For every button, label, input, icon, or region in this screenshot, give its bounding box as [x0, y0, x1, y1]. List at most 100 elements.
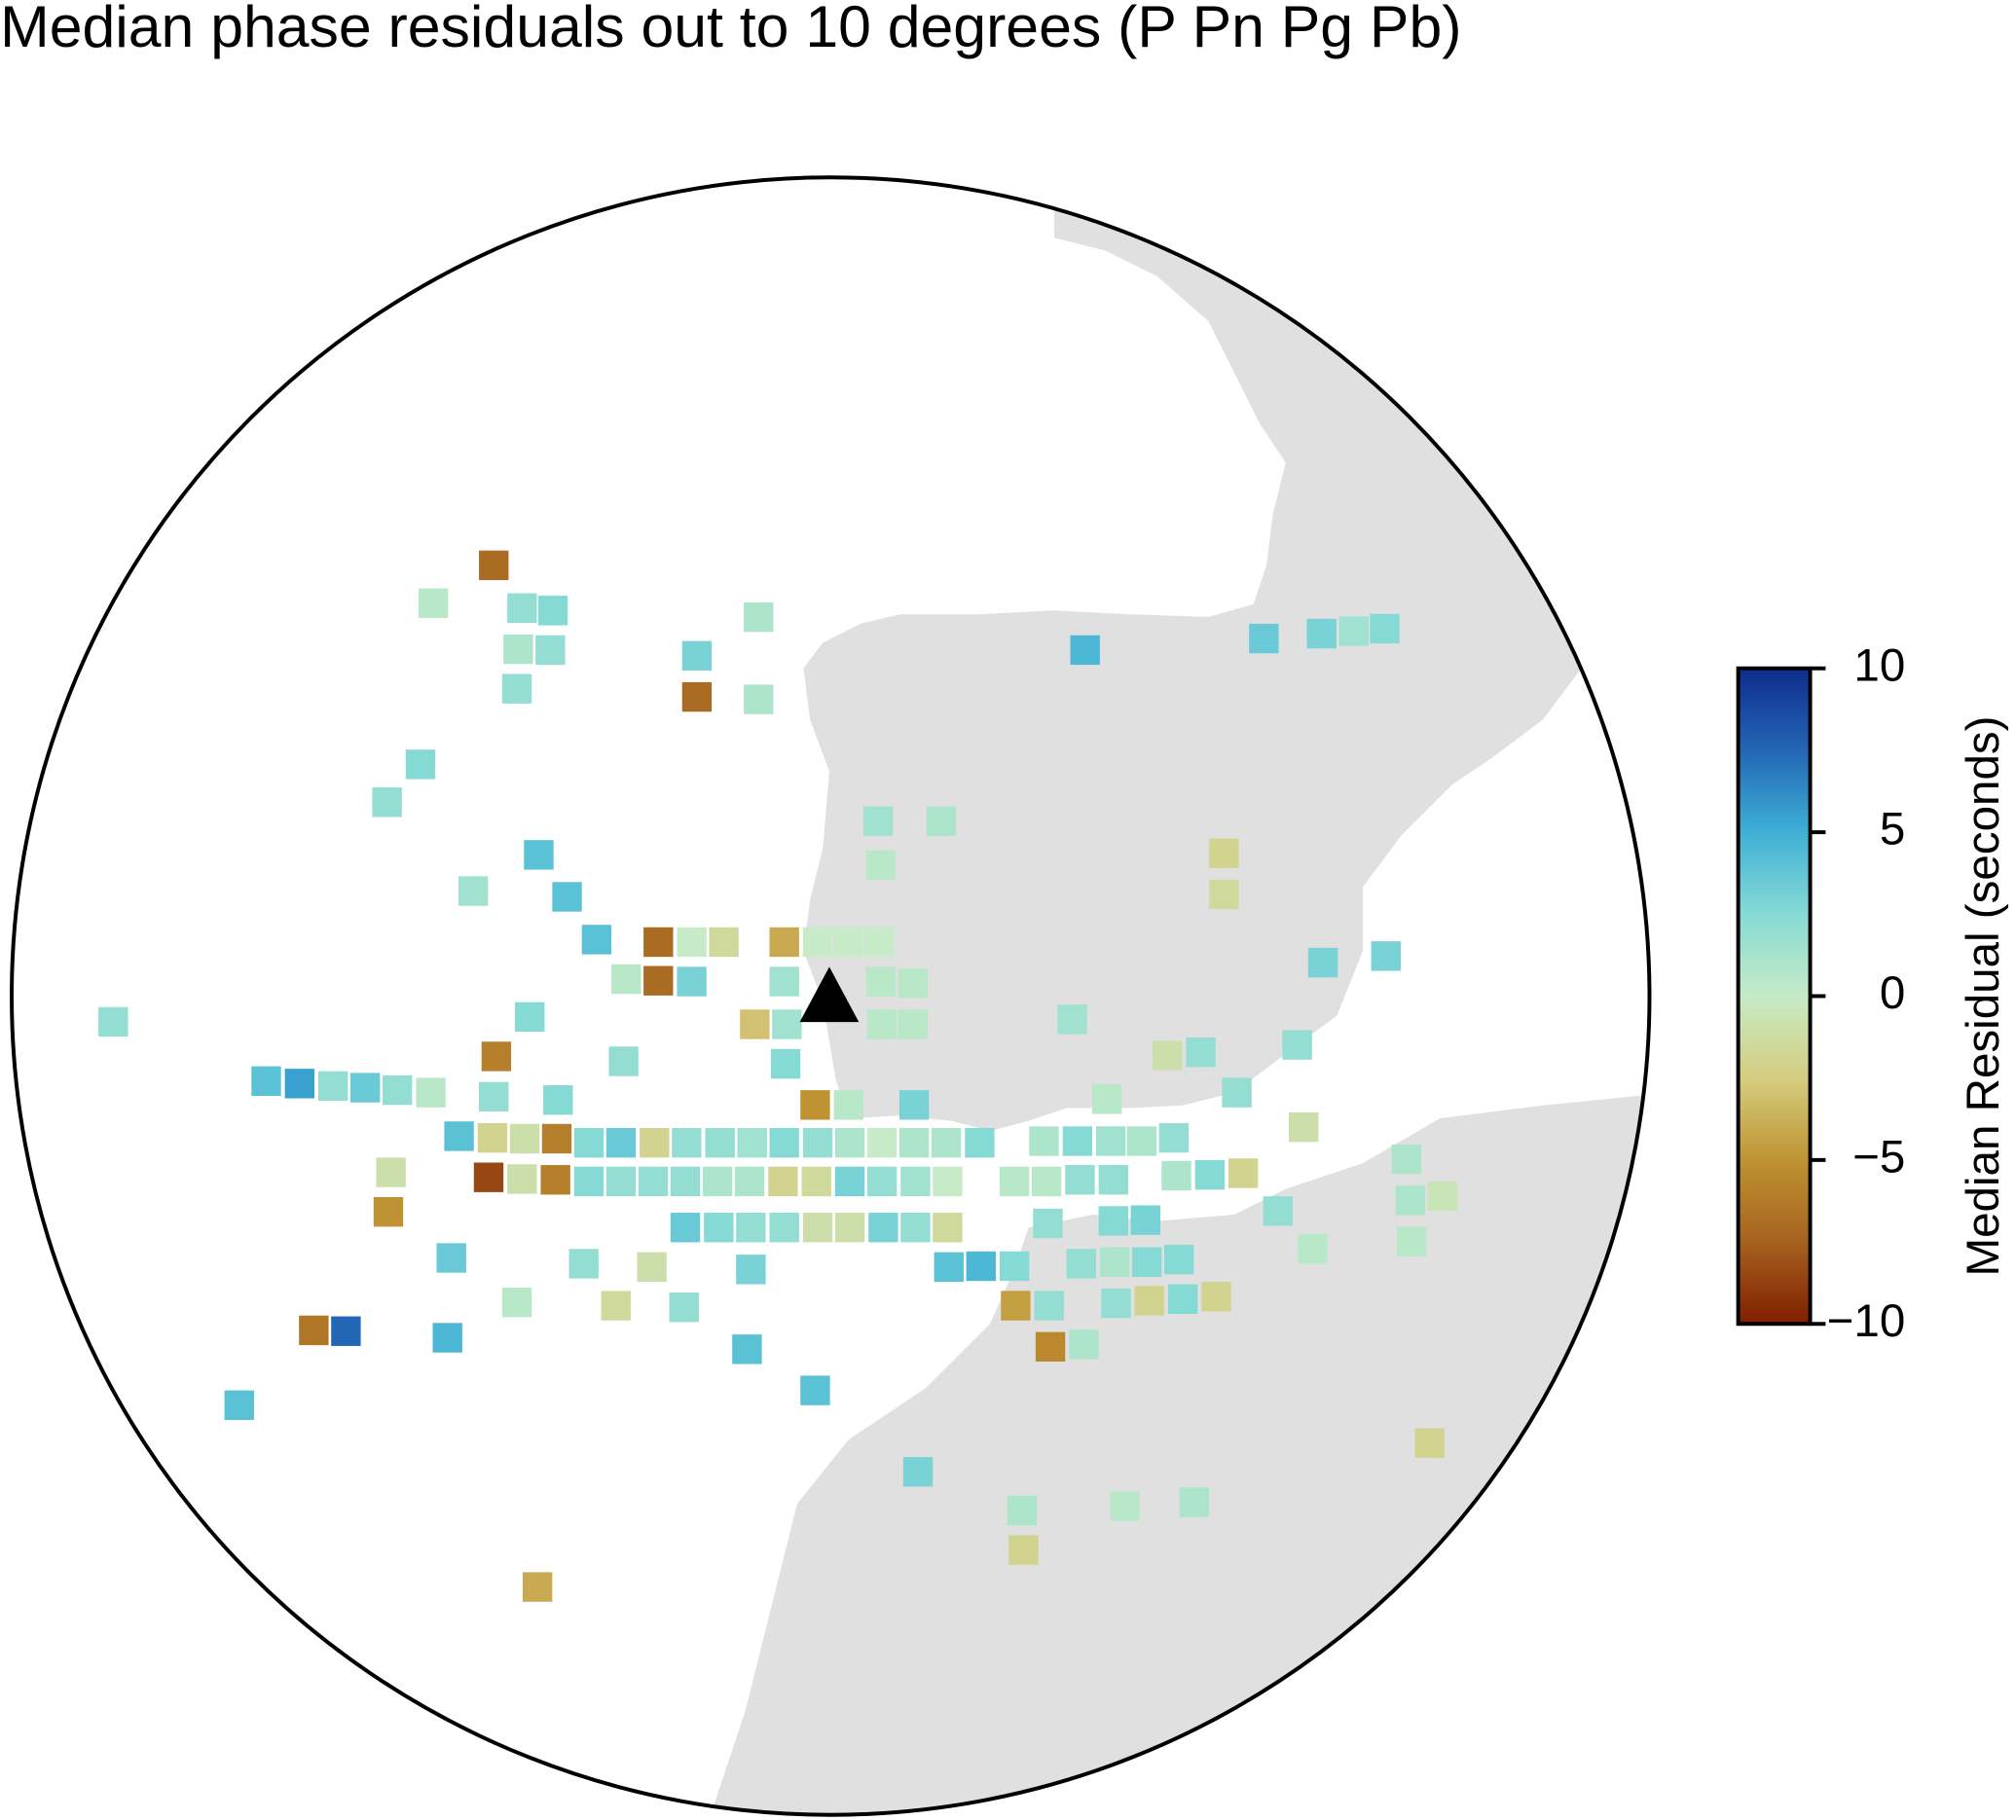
- station-square: [507, 1164, 537, 1194]
- station-square: [865, 966, 896, 997]
- station-square: [1161, 1160, 1191, 1191]
- station-square: [1427, 1181, 1458, 1212]
- station-square: [670, 1213, 701, 1243]
- station-square: [677, 927, 707, 958]
- station-square: [1033, 1208, 1063, 1239]
- station-square: [605, 1128, 637, 1158]
- station-square: [736, 1213, 766, 1243]
- africa: [707, 1092, 1650, 1815]
- station-square: [800, 1375, 830, 1405]
- station-square: [1371, 941, 1401, 971]
- station-square: [1306, 618, 1337, 649]
- station-square: [834, 1166, 865, 1197]
- station-square: [1163, 1245, 1194, 1275]
- station-square: [540, 1165, 570, 1195]
- station-square: [1396, 1226, 1427, 1256]
- station-square: [444, 1121, 474, 1151]
- station-square: [900, 1213, 931, 1243]
- station-square: [515, 1001, 545, 1033]
- station-square: [1126, 1126, 1157, 1156]
- station-square: [1158, 1122, 1190, 1153]
- station-square: [770, 1048, 801, 1079]
- station-square: [477, 1122, 508, 1153]
- station-square: [1201, 1282, 1231, 1312]
- station-square: [999, 1166, 1030, 1197]
- station-marker: [799, 966, 860, 1023]
- station-square: [966, 1251, 996, 1282]
- station-square: [934, 1252, 964, 1283]
- station-square: [1167, 1284, 1198, 1314]
- station-square: [1057, 1004, 1087, 1035]
- station-square: [1099, 1247, 1130, 1277]
- station-square: [1414, 1428, 1445, 1458]
- colorbar-label: Median Residual (seconds): [1958, 716, 2009, 1277]
- station-square: [436, 1243, 466, 1273]
- station-square: [1391, 1144, 1422, 1175]
- station-square: [705, 1128, 735, 1158]
- station-square: [601, 1291, 631, 1321]
- station-square: [681, 681, 713, 712]
- station-square: [672, 1128, 702, 1158]
- station-square: [801, 1166, 831, 1197]
- station-square: [898, 1090, 930, 1120]
- station-square: [1031, 1166, 1062, 1197]
- colorbar-tick-label: 0: [1880, 967, 1905, 1019]
- station-square: [637, 1252, 667, 1283]
- station-square: [802, 1213, 833, 1243]
- station-square: [224, 1390, 254, 1420]
- station-square: [931, 1128, 962, 1158]
- station-square: [898, 968, 928, 999]
- station-square: [573, 1166, 605, 1197]
- station-square: [1249, 623, 1279, 654]
- station-square: [862, 806, 894, 836]
- station-square: [581, 925, 612, 955]
- station-square: [1338, 616, 1369, 646]
- station-square: [1153, 1040, 1183, 1071]
- station-square: [1209, 838, 1239, 868]
- station-square: [479, 550, 509, 581]
- station-square: [704, 1213, 734, 1243]
- station-square: [681, 640, 713, 672]
- station-square: [1194, 1159, 1226, 1190]
- station-square: [933, 1213, 963, 1243]
- station-square: [769, 966, 799, 997]
- station-square: [1062, 1126, 1093, 1156]
- station-square: [926, 806, 957, 836]
- station-square: [535, 635, 566, 666]
- station-square: [524, 840, 554, 870]
- chart-title: Median phase residuals out to 10 degrees…: [0, 0, 1461, 59]
- station-square: [1065, 1165, 1095, 1195]
- station-square: [537, 596, 568, 626]
- station-square: [418, 588, 449, 618]
- station-square: [1034, 1291, 1064, 1321]
- station-square: [541, 1123, 572, 1154]
- station-square: [416, 1077, 446, 1108]
- station-square: [1098, 1206, 1128, 1236]
- station-square: [1070, 635, 1100, 666]
- station-square: [736, 1255, 766, 1285]
- station-square: [999, 1251, 1030, 1282]
- station-square: [473, 1162, 504, 1192]
- station-square: [1228, 1158, 1259, 1188]
- station-square: [802, 927, 833, 958]
- station-square: [376, 1157, 406, 1187]
- station-square: [284, 1069, 315, 1099]
- station-square: [900, 1166, 931, 1197]
- station-square: [1092, 1084, 1122, 1114]
- station-square: [834, 1128, 865, 1158]
- station-square: [605, 1166, 637, 1197]
- station-square: [737, 1128, 767, 1158]
- station-square: [1134, 1286, 1164, 1316]
- station-square: [802, 1128, 833, 1158]
- station-square: [1035, 1331, 1066, 1362]
- station-square: [608, 1046, 639, 1076]
- station-square: [1222, 1077, 1252, 1108]
- station-square: [769, 1128, 799, 1158]
- station-square: [732, 1334, 762, 1365]
- station-square: [965, 1128, 995, 1158]
- station-square: [866, 1009, 898, 1039]
- station-square: [866, 1166, 898, 1197]
- station-square: [933, 1166, 963, 1197]
- station-square: [709, 927, 739, 958]
